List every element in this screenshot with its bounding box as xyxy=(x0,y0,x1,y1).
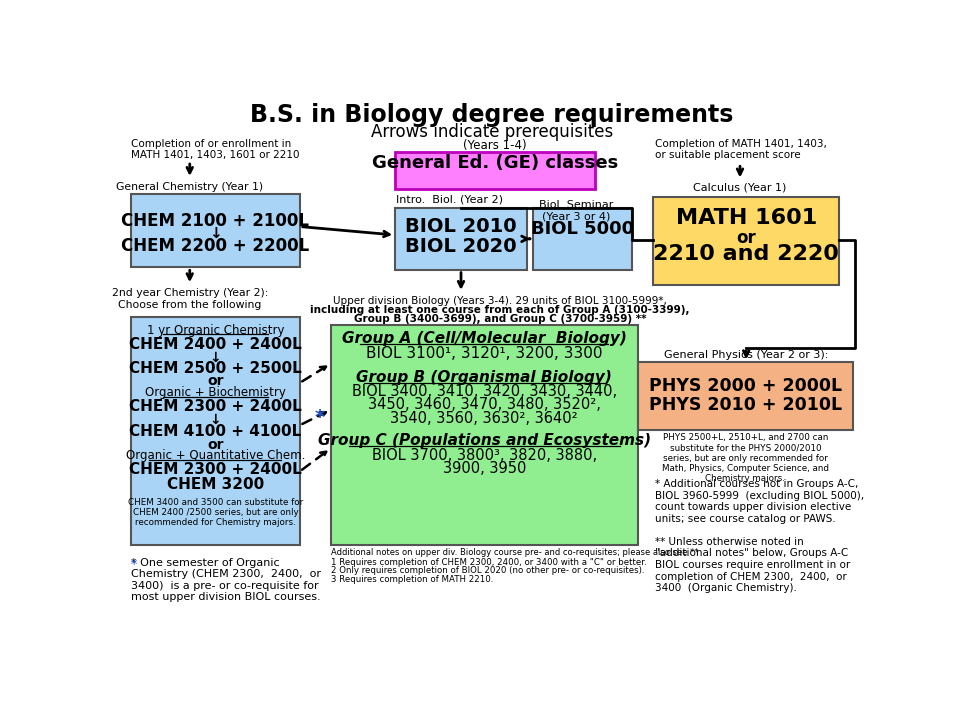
Text: CHEM 2400 + 2400L: CHEM 2400 + 2400L xyxy=(129,337,301,351)
Text: *: * xyxy=(315,408,325,427)
Text: CHEM 2100 + 2100L: CHEM 2100 + 2100L xyxy=(121,212,309,230)
Text: Completion of or enrollment in
MATH 1401, 1403, 1601 or 2210: Completion of or enrollment in MATH 1401… xyxy=(131,139,300,161)
Text: 2210 and 2220: 2210 and 2220 xyxy=(653,244,839,264)
Text: Biol. Seminar
(Year 3 or 4): Biol. Seminar (Year 3 or 4) xyxy=(539,200,612,222)
Text: 3450, 3460, 3470, 3480, 3520²,: 3450, 3460, 3470, 3480, 3520², xyxy=(368,397,601,413)
Text: Completion of MATH 1401, 1403,
or suitable placement score: Completion of MATH 1401, 1403, or suitab… xyxy=(655,139,827,161)
Text: Organic + Biochemistry: Organic + Biochemistry xyxy=(145,386,286,399)
Text: BIOL 2010: BIOL 2010 xyxy=(405,217,516,236)
Text: BIOL 2020: BIOL 2020 xyxy=(405,238,516,256)
Text: Group B (Organismal Biology): Group B (Organismal Biology) xyxy=(356,370,612,384)
Text: ** Unless otherwise noted in
"additional notes" below, Groups A-C
BIOL courses r: ** Unless otherwise noted in "additional… xyxy=(655,537,850,593)
FancyBboxPatch shape xyxy=(331,325,637,544)
Text: CHEM 2500 + 2500L: CHEM 2500 + 2500L xyxy=(129,361,301,377)
Text: B.S. in Biology degree requirements: B.S. in Biology degree requirements xyxy=(251,104,733,127)
Text: CHEM 3200: CHEM 3200 xyxy=(167,477,264,492)
Text: or: or xyxy=(207,438,224,451)
Text: 1 Requires completion of CHEM 2300, 2400, or 3400 with a "C" or better.: 1 Requires completion of CHEM 2300, 2400… xyxy=(331,557,646,567)
Text: ↓: ↓ xyxy=(209,413,221,427)
Text: Calculus (Year 1): Calculus (Year 1) xyxy=(693,183,786,193)
Text: BIOL 3100¹, 3120¹, 3200, 3300: BIOL 3100¹, 3120¹, 3200, 3300 xyxy=(366,346,603,361)
Text: BIOL 5000: BIOL 5000 xyxy=(531,220,635,238)
Text: CHEM 2200 + 2200L: CHEM 2200 + 2200L xyxy=(121,238,309,256)
Text: PHYS 2000 + 2000L: PHYS 2000 + 2000L xyxy=(649,377,842,395)
Text: or: or xyxy=(207,374,224,388)
FancyBboxPatch shape xyxy=(637,362,853,430)
Text: BIOL 3400, 3410, 3420, 3430, 3440,: BIOL 3400, 3410, 3420, 3430, 3440, xyxy=(351,384,617,400)
Text: ↓: ↓ xyxy=(209,351,221,364)
Text: Organic + Quantitative Chem.: Organic + Quantitative Chem. xyxy=(126,449,305,462)
Text: PHYS 2010 + 2010L: PHYS 2010 + 2010L xyxy=(649,396,842,414)
Text: including at least one course from each of Group A (3100-3399),: including at least one course from each … xyxy=(310,305,689,315)
Text: Arrows indicate prerequisites: Arrows indicate prerequisites xyxy=(371,123,613,141)
Text: Additional notes on upper div. Biology course pre- and co-requisites; please als: Additional notes on upper div. Biology c… xyxy=(331,549,698,557)
Text: 3900, 3950: 3900, 3950 xyxy=(443,462,526,477)
Text: General Chemistry (Year 1): General Chemistry (Year 1) xyxy=(116,182,263,192)
Text: or: or xyxy=(736,229,756,247)
Text: 1 yr Organic Chemistry: 1 yr Organic Chemistry xyxy=(147,323,284,336)
Text: CHEM 4100 + 4100L: CHEM 4100 + 4100L xyxy=(130,423,301,438)
FancyBboxPatch shape xyxy=(131,194,300,267)
Text: Upper division Biology (Years 3-4). 29 units of BIOL 3100-5999*,: Upper division Biology (Years 3-4). 29 u… xyxy=(333,296,666,306)
Text: (Years 1-4): (Years 1-4) xyxy=(464,139,527,152)
Text: BIOL 3700, 3800³, 3820, 3880,: BIOL 3700, 3800³, 3820, 3880, xyxy=(372,448,597,462)
FancyBboxPatch shape xyxy=(533,208,633,270)
Text: Group A (Cell/Molecular  Biology): Group A (Cell/Molecular Biology) xyxy=(342,331,627,346)
FancyBboxPatch shape xyxy=(396,152,595,189)
Text: Group B (3400-3699), and Group C (3700-3959) **: Group B (3400-3699), and Group C (3700-3… xyxy=(353,315,646,324)
Text: CHEM 2300 + 2400L: CHEM 2300 + 2400L xyxy=(129,462,301,477)
Text: MATH 1601: MATH 1601 xyxy=(676,208,817,228)
Text: PHYS 2500+L, 2510+L, and 2700 can
substitute for the PHYS 2000/2010
series, but : PHYS 2500+L, 2510+L, and 2700 can substi… xyxy=(662,433,828,484)
Text: ↓: ↓ xyxy=(209,226,222,240)
Text: *: * xyxy=(131,557,137,571)
Text: 3 Requires completion of MATH 2210.: 3 Requires completion of MATH 2210. xyxy=(331,575,493,584)
Text: 2nd year Chemistry (Year 2):
Choose from the following: 2nd year Chemistry (Year 2): Choose from… xyxy=(111,288,268,310)
Text: General Ed. (GE) classes: General Ed. (GE) classes xyxy=(372,154,618,172)
Text: * Additional courses not in Groups A-C,
BIOL 3960-5999  (excluding BIOL 5000),
c: * Additional courses not in Groups A-C, … xyxy=(655,479,864,524)
FancyBboxPatch shape xyxy=(653,197,839,285)
Text: 2 Only requires completion of BIOL 2020 (no other pre- or co-requisites).: 2 Only requires completion of BIOL 2020 … xyxy=(331,566,644,575)
Text: * One semester of Organic
Chemistry (CHEM 2300,  2400,  or
3400)  is a pre- or c: * One semester of Organic Chemistry (CHE… xyxy=(131,557,321,603)
Text: CHEM 2300 + 2400L: CHEM 2300 + 2400L xyxy=(129,399,301,414)
Text: General Physics (Year 2 or 3):: General Physics (Year 2 or 3): xyxy=(664,350,828,360)
Text: Intro.  Biol. (Year 2): Intro. Biol. (Year 2) xyxy=(396,194,503,204)
FancyBboxPatch shape xyxy=(131,318,300,544)
Text: Group C (Populations and Ecosystems): Group C (Populations and Ecosystems) xyxy=(318,433,651,448)
Text: 3540, 3560, 3630², 3640²: 3540, 3560, 3630², 3640² xyxy=(391,410,578,426)
Text: CHEM 3400 and 3500 can substitute for
CHEM 2400 /2500 series, but are only
recom: CHEM 3400 and 3500 can substitute for CH… xyxy=(128,498,303,527)
FancyBboxPatch shape xyxy=(396,208,527,270)
